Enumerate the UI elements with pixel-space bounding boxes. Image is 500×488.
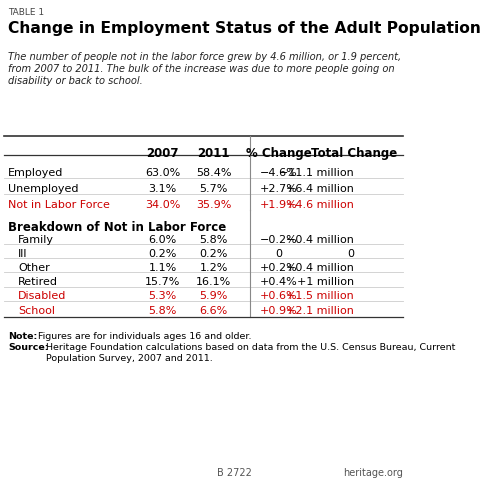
Text: Unemployed: Unemployed [8,183,78,193]
Text: +1.9%: +1.9% [260,199,298,209]
Text: 34.0%: 34.0% [145,199,180,209]
Text: Breakdown of Not in Labor Force: Breakdown of Not in Labor Force [8,220,226,233]
Text: 0: 0 [347,248,354,258]
Text: +1 million: +1 million [297,277,354,286]
Text: +0.9%: +0.9% [260,305,298,315]
Text: B 2722: B 2722 [218,468,252,477]
Text: Other: Other [18,263,50,272]
Text: 58.4%: 58.4% [196,168,232,178]
Text: 0.2%: 0.2% [148,248,177,258]
Text: +6.4 million: +6.4 million [286,183,354,193]
Text: Family: Family [18,234,55,244]
Text: Change in Employment Status of the Adult Population: Change in Employment Status of the Adult… [8,20,481,36]
Text: 35.9%: 35.9% [196,199,232,209]
Text: 5.8%: 5.8% [200,234,228,244]
Text: +2.1 million: +2.1 million [286,305,354,315]
Text: −0.2%: −0.2% [260,234,298,244]
Text: +0.6%: +0.6% [260,291,298,301]
Text: 0.2%: 0.2% [200,248,228,258]
Text: −0.4 million: −0.4 million [286,234,354,244]
Text: heritage.org: heritage.org [343,468,403,477]
Text: 6.0%: 6.0% [148,234,177,244]
Text: The number of people not in the labor force grew by 4.6 million, or 1.9 percent,: The number of people not in the labor fo… [8,52,402,85]
Text: Disabled: Disabled [18,291,66,301]
Text: 3.1%: 3.1% [148,183,177,193]
Text: −4.6%: −4.6% [260,168,298,178]
Text: 16.1%: 16.1% [196,277,231,286]
Text: +4.6 million: +4.6 million [286,199,354,209]
Text: Ill: Ill [18,248,28,258]
Text: 6.6%: 6.6% [200,305,228,315]
Text: Total Change: Total Change [311,146,397,160]
Text: Figures are for individuals ages 16 and older.: Figures are for individuals ages 16 and … [38,331,252,340]
Text: TABLE 1: TABLE 1 [8,8,44,17]
Text: 15.7%: 15.7% [145,277,180,286]
Text: 5.3%: 5.3% [148,291,177,301]
Text: Employed: Employed [8,168,64,178]
Text: +1.5 million: +1.5 million [286,291,354,301]
Text: Note:: Note: [8,331,38,340]
Text: 1.1%: 1.1% [148,263,177,272]
Text: +0.4%: +0.4% [260,277,298,286]
Text: +2.7%: +2.7% [260,183,298,193]
Text: −11.1 million: −11.1 million [279,168,354,178]
Text: 5.9%: 5.9% [200,291,228,301]
Text: +0.4 million: +0.4 million [286,263,354,272]
Text: % Change: % Change [246,146,312,160]
Text: 2007: 2007 [146,146,179,160]
Text: Heritage Foundation calculations based on data from the U.S. Census Bureau, Curr: Heritage Foundation calculations based o… [46,343,455,362]
Text: Retired: Retired [18,277,59,286]
Text: 1.2%: 1.2% [200,263,228,272]
Text: 5.7%: 5.7% [200,183,228,193]
Text: School: School [18,305,56,315]
Text: Not in Labor Force: Not in Labor Force [8,199,110,209]
Text: 5.8%: 5.8% [148,305,177,315]
Text: 2011: 2011 [198,146,230,160]
Text: Source:: Source: [8,343,48,351]
Text: 63.0%: 63.0% [145,168,180,178]
Text: 0: 0 [275,248,282,258]
Text: +0.2%: +0.2% [260,263,298,272]
